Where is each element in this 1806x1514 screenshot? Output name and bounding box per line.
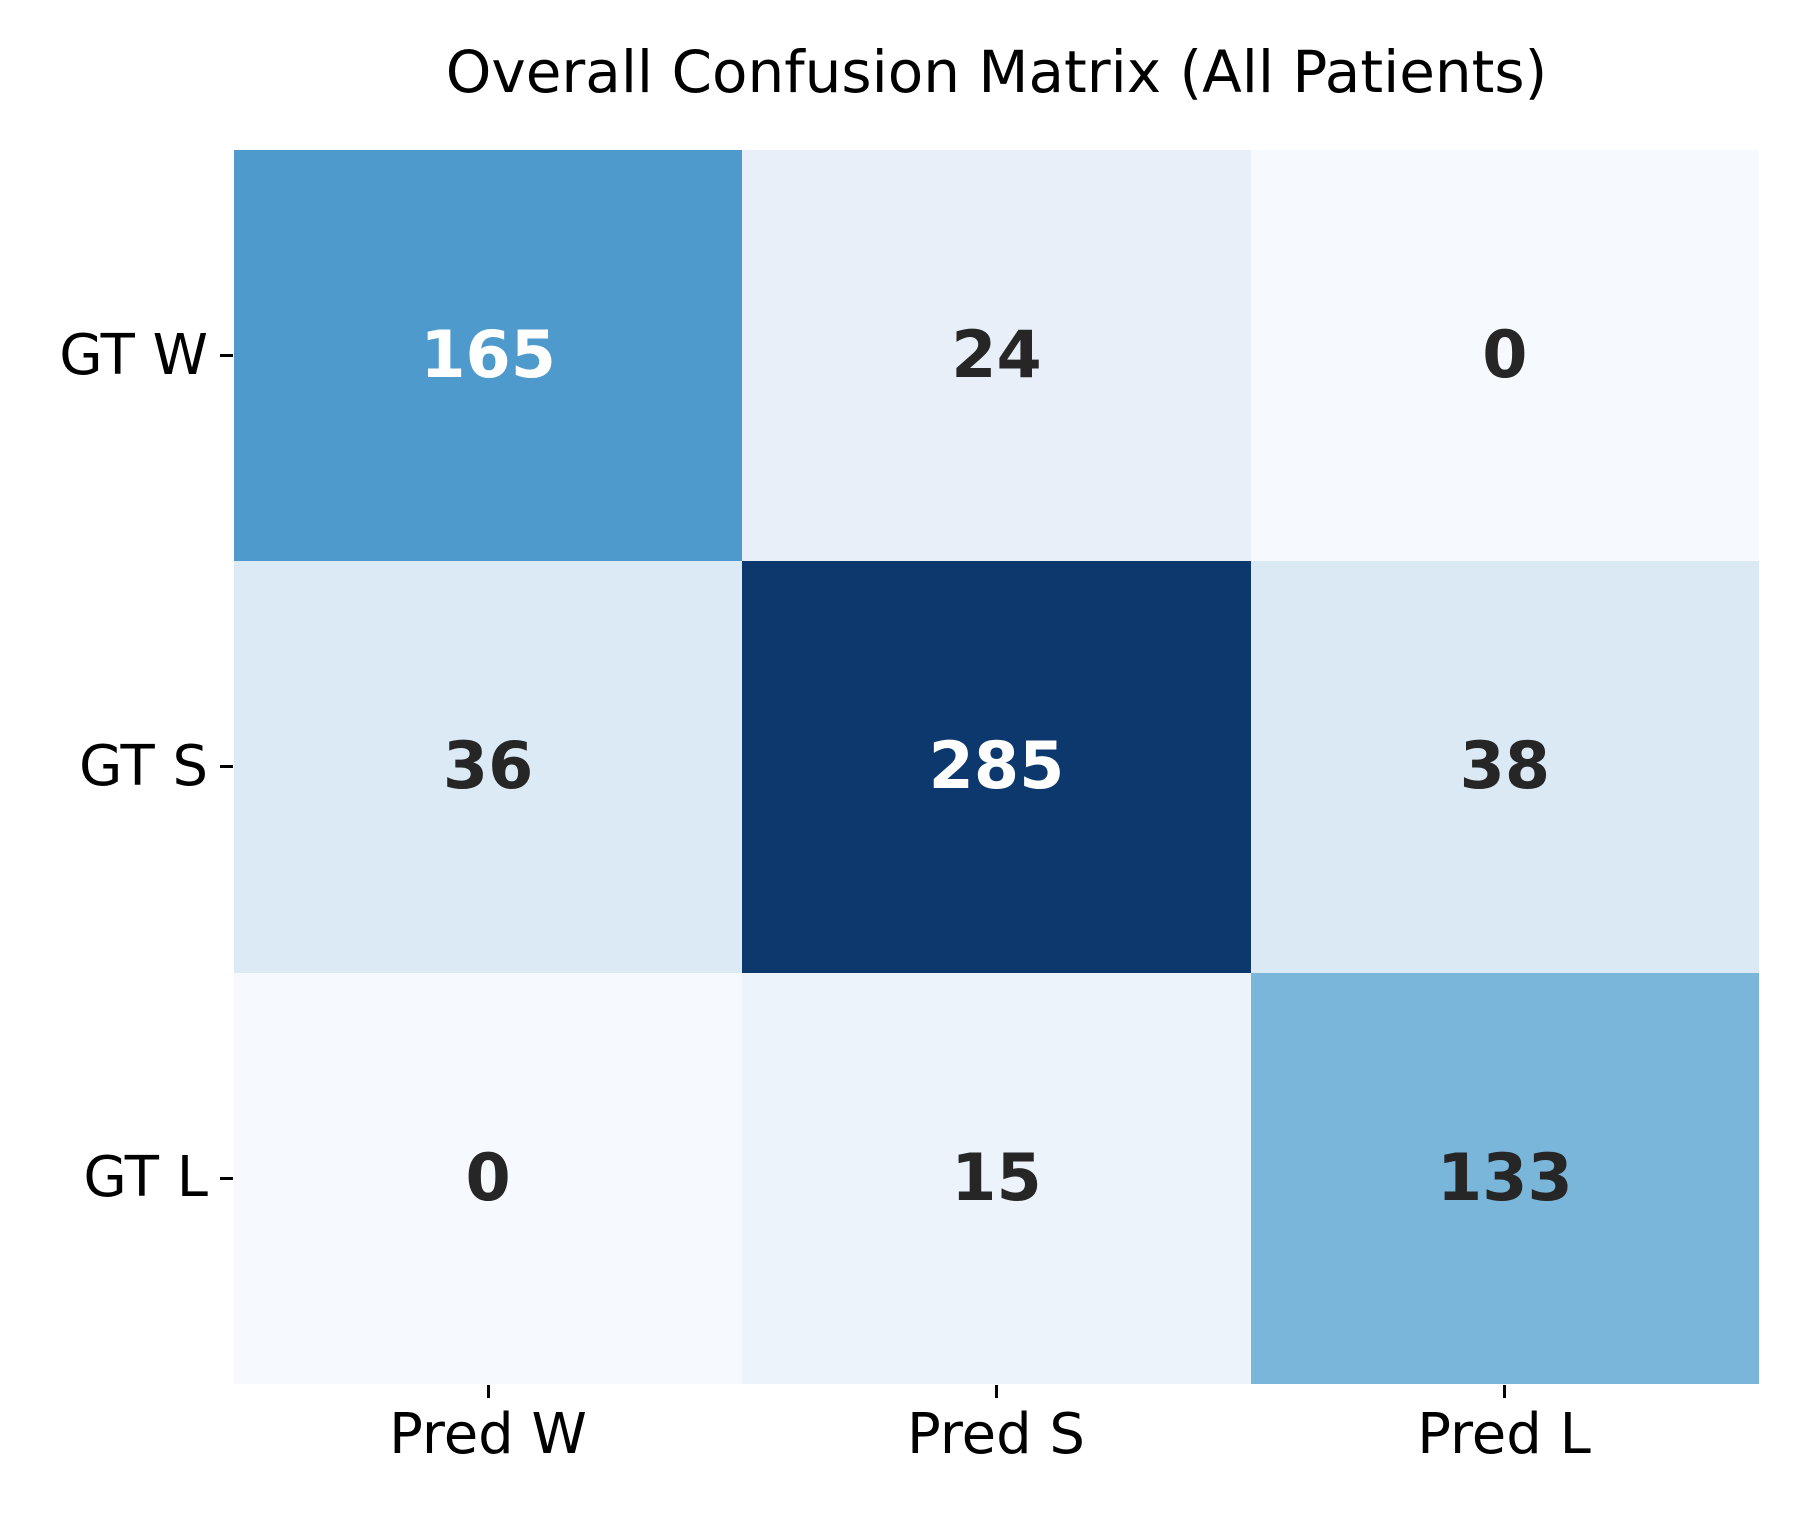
y-tick-mark — [220, 1177, 233, 1180]
y-tick-label-gt-w: GT W — [59, 323, 208, 388]
cell-gts-predl: 38 — [1250, 561, 1759, 973]
cell-gtl-predl: 133 — [1250, 972, 1759, 1384]
heatmap-grid: 165 24 0 36 285 38 0 15 133 — [234, 150, 1759, 1384]
x-tick-mark — [487, 1385, 490, 1398]
x-tick-label-pred-l: Pred L — [1417, 1402, 1591, 1467]
cell-gtl-preds: 15 — [742, 972, 1251, 1384]
y-tick-label-gt-s: GT S — [79, 734, 208, 799]
cell-gts-preds: 285 — [742, 561, 1251, 973]
y-tick-mark — [220, 354, 233, 357]
x-tick-label-pred-s: Pred S — [907, 1402, 1085, 1467]
cell-gtw-preds: 24 — [742, 150, 1251, 562]
y-tick-mark — [220, 765, 233, 768]
cell-gtw-predw: 165 — [234, 150, 743, 562]
x-tick-mark — [995, 1385, 998, 1398]
chart-title: Overall Confusion Matrix (All Patients) — [445, 38, 1548, 106]
cell-gts-predw: 36 — [234, 561, 743, 973]
cell-gtl-predw: 0 — [234, 972, 743, 1384]
y-tick-label-gt-l: GT L — [83, 1145, 208, 1210]
x-tick-label-pred-w: Pred W — [389, 1402, 587, 1467]
x-tick-mark — [1503, 1385, 1506, 1398]
cell-gtw-predl: 0 — [1250, 150, 1759, 562]
